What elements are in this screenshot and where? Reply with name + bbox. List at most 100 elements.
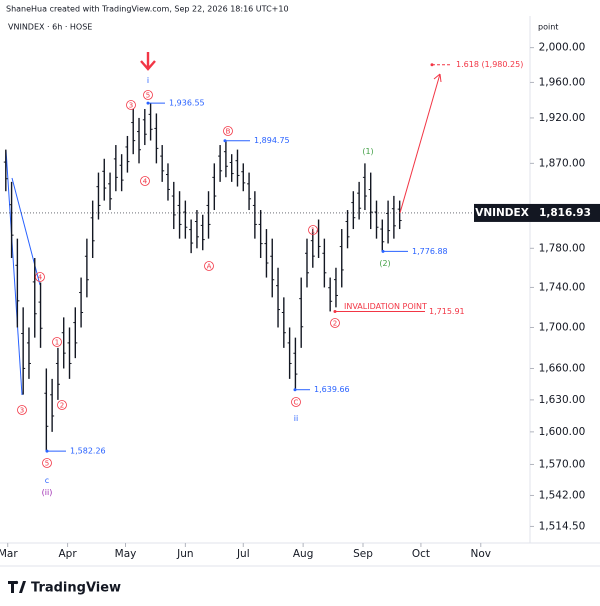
price-level-dot [146,101,150,105]
price-bar [397,200,402,230]
wave-circle [35,272,45,282]
price-level-dot [45,449,49,453]
price-bar [212,163,217,211]
wave-circle [204,261,214,271]
wave-circle [17,405,27,415]
y-tick-label: 1,700.00 [539,321,586,333]
price-bar [310,229,315,268]
y-tick-label: 1,600.00 [539,426,586,438]
wave-circle [42,458,52,468]
price-level-label: 1,936.55 [169,99,205,108]
wave-circle [126,100,136,110]
projection-arrowhead [433,73,442,83]
price-bar [357,181,362,220]
wave-label: 1 [55,339,59,347]
price-level-label: 1,582.26 [70,447,106,456]
price-bar [137,117,142,164]
wave-label: i [147,76,149,85]
x-tick-label: Jul [236,548,250,560]
price-bar [177,191,182,239]
price-bar [299,277,304,348]
price-level-dot [381,249,385,253]
price-bar [270,238,275,298]
price-bar [247,172,252,211]
price-bar [125,135,130,173]
price-level-dot [430,63,434,67]
price-bar [345,210,350,249]
price-bar [154,113,159,164]
price-bar [79,277,84,328]
brand-logo: TradingView [8,581,121,596]
price-bar [368,172,373,230]
price-bar [194,210,199,249]
symbol-tag [474,203,530,222]
wave-label: (1) [362,147,373,156]
wave-label: (2) [379,259,390,268]
wave-label: 2 [60,402,64,410]
price-bar [142,108,147,146]
price-bar [235,149,240,187]
wave-label: 5 [146,92,150,100]
price-bar [9,181,14,258]
price-bar [171,181,176,230]
down-arrow [140,52,156,71]
price-level-label: 1.618 (1,980.25) [456,60,523,69]
symbol-tag-text: VNINDEX [475,207,529,219]
wave-label: 5 [45,460,49,468]
price-bar [108,172,113,211]
price-bar [165,163,170,201]
wave-circle [291,397,301,407]
logo-dot [14,580,19,585]
y-tick-label: 1,660.00 [539,362,586,374]
price-bar [160,145,165,182]
price-bar [38,282,43,348]
price-bar [90,200,95,258]
wave-circle [143,90,153,100]
symbol-info: VNINDEX · 6h · HOSE [8,23,92,32]
price-bar [131,108,136,155]
price-bar [50,378,55,432]
price-level-label: 1,776.88 [412,247,448,256]
price-bar [21,307,26,395]
price-bar [15,238,20,328]
x-tick-label: Jun [176,548,193,560]
price-bar [119,154,124,192]
price-bar [189,219,194,254]
price-bar [351,191,356,230]
wave-label: c [45,476,49,485]
price-bar [206,191,211,239]
price-level-dot [293,388,297,392]
wave-label: A [207,263,212,271]
wave-label: (ii) [42,488,53,497]
price-bar [102,158,107,201]
wave-circle [330,318,340,328]
wave-label: 4 [38,274,43,282]
price-bar [44,368,49,452]
price-level-dot [333,309,337,313]
price-bar [84,238,89,298]
y-tick-label: 1,514.50 [539,520,586,532]
price-bar [96,172,101,220]
wave-circle [57,400,67,410]
price-bar [55,347,60,400]
x-tick-label: Aug [293,548,314,560]
price-bar [339,229,344,288]
price-level-dot [223,139,227,143]
price-bar [258,210,263,258]
wave-label: ii [294,414,298,423]
price-level-label: 1,639.66 [314,385,350,394]
x-tick-label: Mar [0,548,18,560]
price-bar [223,140,228,178]
brand-name: TradingView [31,581,121,596]
wave-label: 2 [333,320,337,328]
x-tick-label: Nov [471,548,492,560]
trend-line [5,149,23,396]
y-tick-label: 2,000.00 [539,42,586,54]
wave-circle [308,225,318,235]
price-bar [148,103,153,141]
price-bar [380,219,385,252]
projection-arrow [399,73,441,214]
y-tick-label: 1,870.00 [539,157,586,169]
price-bar [391,195,396,239]
price-bar [73,307,78,359]
